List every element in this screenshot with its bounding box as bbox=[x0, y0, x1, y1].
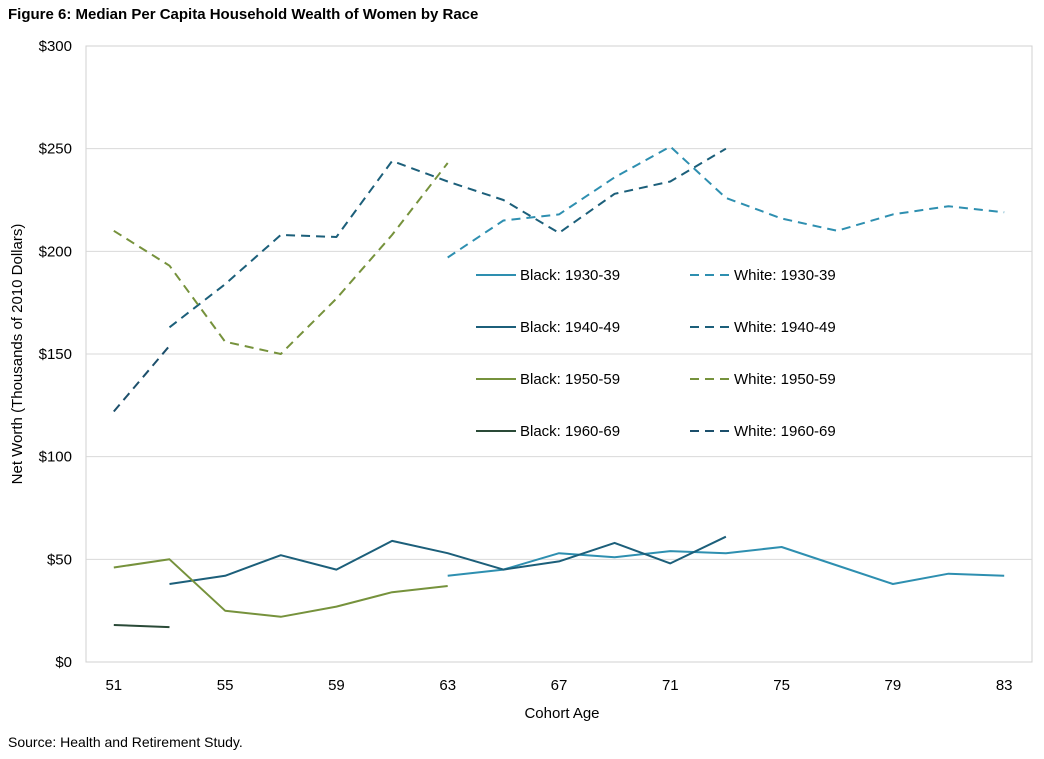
y-tick-label: $300 bbox=[39, 38, 72, 55]
x-tick-label: 83 bbox=[996, 677, 1013, 694]
y-tick-label: $0 bbox=[55, 654, 72, 671]
series-line-black-1950-59 bbox=[113, 558, 448, 618]
x-tick-label: 71 bbox=[662, 677, 679, 694]
y-tick-label: $200 bbox=[39, 243, 72, 260]
y-tick-label: $50 bbox=[47, 551, 72, 568]
legend-entry-label: White: 1930-39 bbox=[734, 267, 836, 284]
y-tick-label: $250 bbox=[39, 141, 72, 158]
legend-entry-label: White: 1940-49 bbox=[734, 319, 836, 336]
x-tick-label: 55 bbox=[217, 677, 234, 694]
x-tick-label: 63 bbox=[439, 677, 456, 694]
x-tick-label: 59 bbox=[328, 677, 345, 694]
legend-entry-label: Black: 1940-49 bbox=[520, 319, 620, 336]
series-line-black-1940-49 bbox=[169, 535, 727, 585]
legend-entry-label: White: 1950-59 bbox=[734, 371, 836, 388]
source-note: Source: Health and Retirement Study. bbox=[8, 734, 243, 750]
gridlines bbox=[86, 148, 1032, 560]
series-line-black-1930-39 bbox=[447, 546, 1005, 585]
y-tick-label: $150 bbox=[39, 346, 72, 363]
y-tick-label: $100 bbox=[39, 449, 72, 466]
legend-entry-label: Black: 1960-69 bbox=[520, 423, 620, 440]
y-axis-label: Net Worth (Thousands of 2010 Dollars) bbox=[9, 224, 26, 485]
x-tick-label: 67 bbox=[551, 677, 568, 694]
legend-entry-label: White: 1960-69 bbox=[734, 423, 836, 440]
series-line-white-1940-49 bbox=[168, 147, 727, 329]
x-tick-label: 51 bbox=[105, 677, 122, 694]
x-axis-ticks: 51 55 59 63 67 71 75 79 83 bbox=[105, 677, 1012, 694]
y-axis-ticks: $0 $50 $100 $150 $200 $250 $300 bbox=[39, 38, 72, 671]
legend-entry-label: Black: 1950-59 bbox=[520, 371, 620, 388]
legend: Black: 1930-39 White: 1930-39 Black: 1940-… bbox=[476, 267, 836, 440]
x-tick-label: 75 bbox=[773, 677, 790, 694]
legend-entry-label: Black: 1930-39 bbox=[520, 267, 620, 284]
series-line-white-1950-59 bbox=[113, 162, 449, 355]
series-lines bbox=[113, 145, 1005, 629]
x-tick-label: 79 bbox=[885, 677, 902, 694]
x-axis-label: Cohort Age bbox=[524, 705, 599, 722]
figure-title: Figure 6: Median Per Capita Household We… bbox=[8, 6, 479, 23]
series-line-white-1930-39 bbox=[447, 145, 1005, 259]
series-line-white-1960-69 bbox=[113, 345, 171, 413]
series-line-black-1960-69 bbox=[113, 624, 170, 629]
